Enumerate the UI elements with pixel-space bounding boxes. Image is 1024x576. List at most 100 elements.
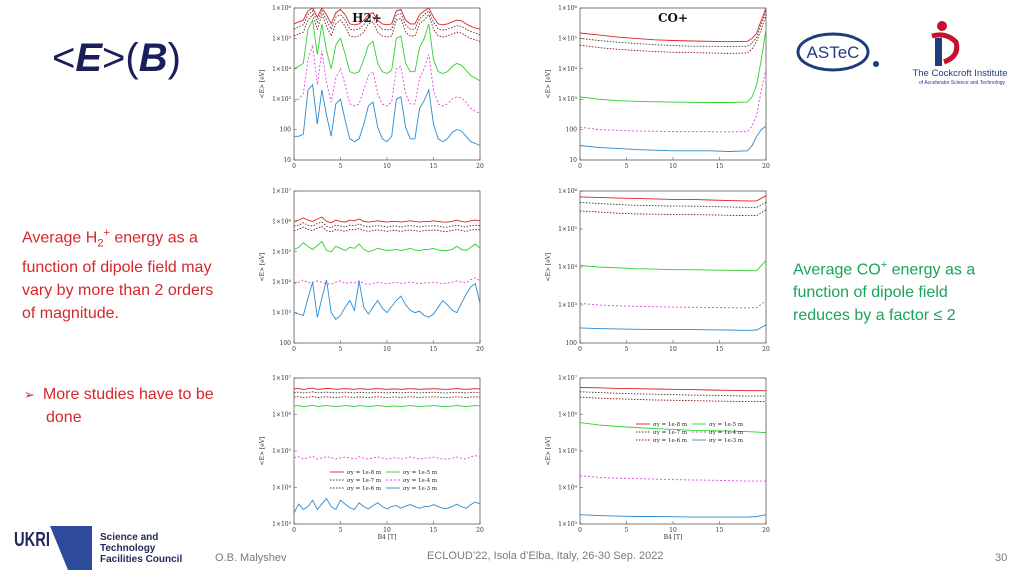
y-tick-label: 1×10⁶ — [272, 218, 291, 225]
x-tick-label: 5 — [625, 346, 629, 353]
series-line-3 — [293, 13, 481, 42]
x-tick-label: 20 — [762, 163, 770, 170]
series-line-1 — [293, 216, 481, 224]
x-tick-label: 0 — [578, 527, 582, 534]
series-line-3 — [579, 209, 767, 217]
left-sup: + — [103, 227, 110, 239]
x-tick-label: 0 — [292, 527, 296, 534]
series-line-6 — [579, 514, 767, 518]
x-tick-label: 10 — [383, 527, 391, 534]
series-line-6 — [294, 83, 481, 146]
x-tick-label: 5 — [625, 163, 629, 170]
title-mid: >( — [102, 36, 139, 80]
y-axis-label: <E> [eV] — [545, 70, 552, 99]
legend-label: σy = 1e-5 m — [403, 470, 438, 476]
chart-h2-top: 10 100 1×10³ 1×10⁴ 1×10⁵ 1×10⁶ 0 5 10 15 20 <E> [eV… — [258, 2, 488, 174]
series-line-4 — [293, 240, 481, 253]
y-axis-label: <E> [eV] — [259, 70, 266, 99]
stfc-line1: Science and — [100, 532, 159, 543]
series-line-5 — [293, 44, 481, 114]
series-line-6 — [293, 497, 481, 514]
y-tick-label: 1×10⁶ — [272, 5, 291, 12]
y-tick-label: 1×10⁶ — [558, 412, 577, 419]
series-line-5 — [579, 68, 767, 133]
y-tick-label: 1×10⁵ — [272, 249, 291, 256]
y-tick-label: 1×10⁵ — [558, 448, 577, 455]
plot-frame — [579, 377, 767, 525]
left-line2: function of dipole field may — [22, 258, 212, 276]
bullet-item: ➢ More studies have to be done — [24, 383, 254, 429]
x-tick-label: 10 — [383, 163, 391, 170]
x-tick-label: 10 — [669, 346, 677, 353]
title-arg: B — [138, 36, 168, 80]
y-tick-label: 1×10⁷ — [558, 375, 577, 382]
series-line-5 — [293, 455, 481, 460]
y-tick-label: 1×10³ — [272, 96, 291, 103]
legend-label: σy = 1e-5 m — [709, 422, 744, 428]
cockcroft-name: The Cockcroft Institute — [912, 68, 1007, 79]
legend-label: σy = 1e-4 m — [403, 478, 438, 484]
chart-h2-mid: 100 1×10³ 1×10⁴ 1×10⁵ 1×10⁶ 1×10⁷ 0 5 10 15 20 <E> … — [258, 185, 488, 357]
y-tick-label: 1×10⁵ — [272, 35, 291, 42]
stfc-line3: Facilities Council — [100, 554, 183, 565]
y-tick-label: 1×10⁴ — [272, 66, 291, 73]
astec-logo-text: ASTeC — [807, 43, 860, 62]
series-line-6 — [293, 279, 481, 320]
y-tick-label: 10 — [283, 157, 291, 164]
y-tick-label: 100 — [280, 127, 292, 134]
series-line-4 — [293, 404, 481, 408]
y-axis-label: <E> [eV] — [545, 437, 552, 466]
legend-label: σy = 1e-8 m — [653, 422, 688, 428]
series-line-2 — [579, 391, 766, 397]
y-tick-label: 1×10³ — [558, 521, 577, 528]
chart-title: CO+ — [658, 11, 688, 25]
right-line2: function of dipole field — [793, 284, 948, 302]
chart-co-top: 10 100 1×10³ 1×10⁴ 1×10⁵ 1×10⁶ 0 5 10 15 20 <E> [eV… — [544, 2, 774, 174]
x-tick-label: 15 — [716, 527, 724, 534]
right-sup: + — [880, 259, 888, 271]
x-tick-label: 20 — [476, 163, 484, 170]
bullet-line1: More studies have to be — [42, 386, 214, 403]
slide-title: <E>(B) — [52, 36, 181, 81]
bullet-arrow-icon: ➢ — [24, 387, 35, 402]
footer-page-number: 30 — [995, 552, 1008, 564]
y-tick-label: 100 — [566, 127, 578, 134]
chart-h2-bot: 1×10³ 1×10⁴ 1×10⁵ 1×10⁶ 1×10⁷ 0 5 10 15 20 <E> [eV… — [258, 372, 488, 544]
plot-frame — [293, 377, 481, 525]
series-line-4 — [579, 260, 767, 272]
x-tick-label: 15 — [716, 163, 724, 170]
y-tick-label: 1×10³ — [272, 521, 291, 528]
series-line-1 — [293, 387, 481, 391]
series-line-2 — [293, 391, 481, 394]
x-axis-label: B4 [T] — [378, 534, 397, 541]
y-tick-label: 1×10³ — [558, 302, 577, 309]
series-line-4 — [293, 18, 481, 82]
x-tick-label: 5 — [339, 527, 343, 534]
x-tick-label: 0 — [578, 163, 582, 170]
bullet-line2: done — [46, 409, 82, 426]
chart-co-bot: 1×10³ 1×10⁴ 1×10⁵ 1×10⁶ 1×10⁷ 0 5 10 15 20 <E> [eV… — [544, 372, 774, 544]
y-tick-label: 1×10⁵ — [558, 35, 577, 42]
series-line-3 — [579, 14, 767, 54]
y-tick-label: 1×10⁶ — [558, 188, 577, 195]
chart-svg-co-top: 10 100 1×10³ 1×10⁴ 1×10⁵ 1×10⁶ 0 5 10 15 20 <E> [eV… — [545, 5, 770, 170]
series-line-2 — [293, 221, 481, 229]
x-axis-label: B4 [T] — [664, 534, 683, 541]
plot-frame — [293, 190, 481, 344]
series-line-2 — [579, 10, 767, 47]
x-tick-label: 0 — [292, 346, 296, 353]
plot-frame — [579, 7, 767, 161]
series-line-6 — [579, 324, 767, 331]
y-tick-label: 1×10⁴ — [558, 66, 577, 73]
x-tick-label: 5 — [625, 527, 629, 534]
x-tick-label: 20 — [762, 346, 770, 353]
left-line1b: energy as a — [109, 229, 198, 247]
footer-author: O.B. Malyshev — [215, 552, 287, 564]
x-tick-label: 10 — [669, 163, 677, 170]
title-suffix: ) — [167, 36, 181, 80]
x-tick-label: 10 — [383, 346, 391, 353]
y-tick-label: 1×10³ — [558, 96, 577, 103]
x-tick-label: 15 — [430, 163, 438, 170]
legend-label: σy = 1e-3 m — [403, 486, 438, 492]
y-tick-label: 1×10⁴ — [558, 264, 577, 271]
